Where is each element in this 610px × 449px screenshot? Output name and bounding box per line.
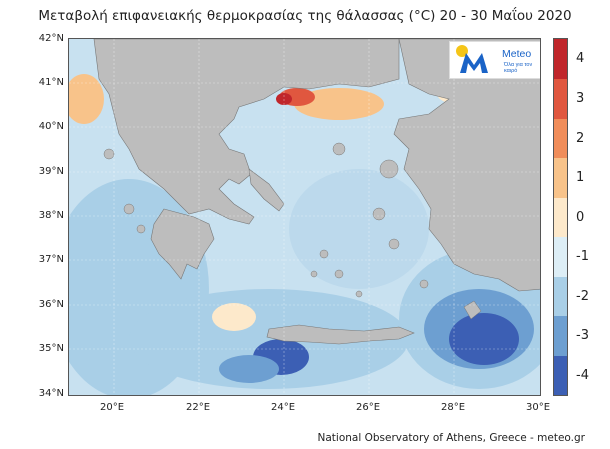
lat-label-38n: 38°N bbox=[38, 210, 64, 221]
logo-brand: Meteo bbox=[502, 48, 532, 60]
colorbar-tick-2: 2 bbox=[576, 131, 585, 146]
land-peloponnese bbox=[150, 208, 215, 280]
lon-label-28e: 28°E bbox=[440, 402, 466, 413]
lon-label-26e: 26°E bbox=[355, 402, 381, 413]
lat-label-41n: 41°N bbox=[38, 77, 64, 88]
colorbar-tick-1: 1 bbox=[576, 170, 585, 185]
land-greece-mainland bbox=[93, 39, 400, 225]
lat-label-39n: 39°N bbox=[38, 166, 64, 177]
land-turkey bbox=[393, 39, 540, 292]
lon-label-20e: 20°E bbox=[99, 402, 125, 413]
colorbar-tick-0: 0 bbox=[576, 210, 585, 225]
sst-anomaly-map: Meteo Όλα για τον καιρό bbox=[68, 38, 541, 396]
lat-label-36n: 36°N bbox=[38, 299, 64, 310]
logo-tagline: Όλα για τον καιρό bbox=[504, 62, 533, 74]
footer-credit: National Observatory of Athens, Greece -… bbox=[317, 432, 585, 444]
island-kos bbox=[419, 279, 429, 289]
island-paros bbox=[310, 270, 318, 278]
island-zakynthos bbox=[136, 224, 146, 234]
lon-label-30e: 30°E bbox=[525, 402, 551, 413]
island-amorgos bbox=[355, 290, 363, 298]
island-andros bbox=[319, 249, 329, 259]
map-gridlines bbox=[69, 39, 540, 395]
lat-label-37n: 37°N bbox=[38, 254, 64, 265]
lat-label-40n: 40°N bbox=[38, 121, 64, 132]
colorbar-tick-minus-1: -1 bbox=[576, 249, 589, 264]
warm-patch-thrace bbox=[294, 88, 384, 120]
lon-label-24e: 24°E bbox=[270, 402, 296, 413]
lat-label-42n: 42°N bbox=[38, 33, 64, 44]
cold-patch-levant bbox=[449, 313, 519, 365]
lat-label-34n: 34°N bbox=[38, 388, 64, 399]
sea-cool-zone-central bbox=[289, 169, 429, 289]
map-canvas bbox=[69, 39, 540, 395]
colorbar bbox=[553, 38, 568, 396]
land-euboea bbox=[248, 168, 285, 212]
island-chios bbox=[372, 207, 386, 221]
colorbar-tick-4: 4 bbox=[576, 51, 585, 66]
cold-patch-south-crete bbox=[219, 355, 279, 383]
meteo-logo: Meteo Όλα για τον καιρό bbox=[449, 41, 540, 79]
colorbar-tick-3: 3 bbox=[576, 91, 585, 106]
island-lemnos bbox=[332, 142, 346, 156]
island-rhodes bbox=[463, 300, 482, 320]
colorbar-tick-minus-3: -3 bbox=[576, 328, 589, 343]
island-kefalonia bbox=[123, 203, 135, 215]
colorbar-tick-minus-4: -4 bbox=[576, 368, 589, 383]
warm-patch-kythera bbox=[212, 303, 256, 331]
lat-label-35n: 35°N bbox=[38, 343, 64, 354]
warm-patch-adriatic bbox=[69, 74, 104, 124]
island-naxos bbox=[334, 269, 344, 279]
lon-label-22e: 22°E bbox=[185, 402, 211, 413]
island-samos bbox=[388, 238, 400, 250]
map-title: Μεταβολή επιφανειακής θερμοκρασίας της θ… bbox=[38, 8, 572, 24]
colorbar-gradient bbox=[554, 39, 567, 395]
island-corfu bbox=[103, 148, 115, 160]
meteo-logo-icon bbox=[456, 45, 488, 73]
colorbar-tick-minus-2: -2 bbox=[576, 289, 589, 304]
island-lesbos bbox=[379, 159, 399, 179]
